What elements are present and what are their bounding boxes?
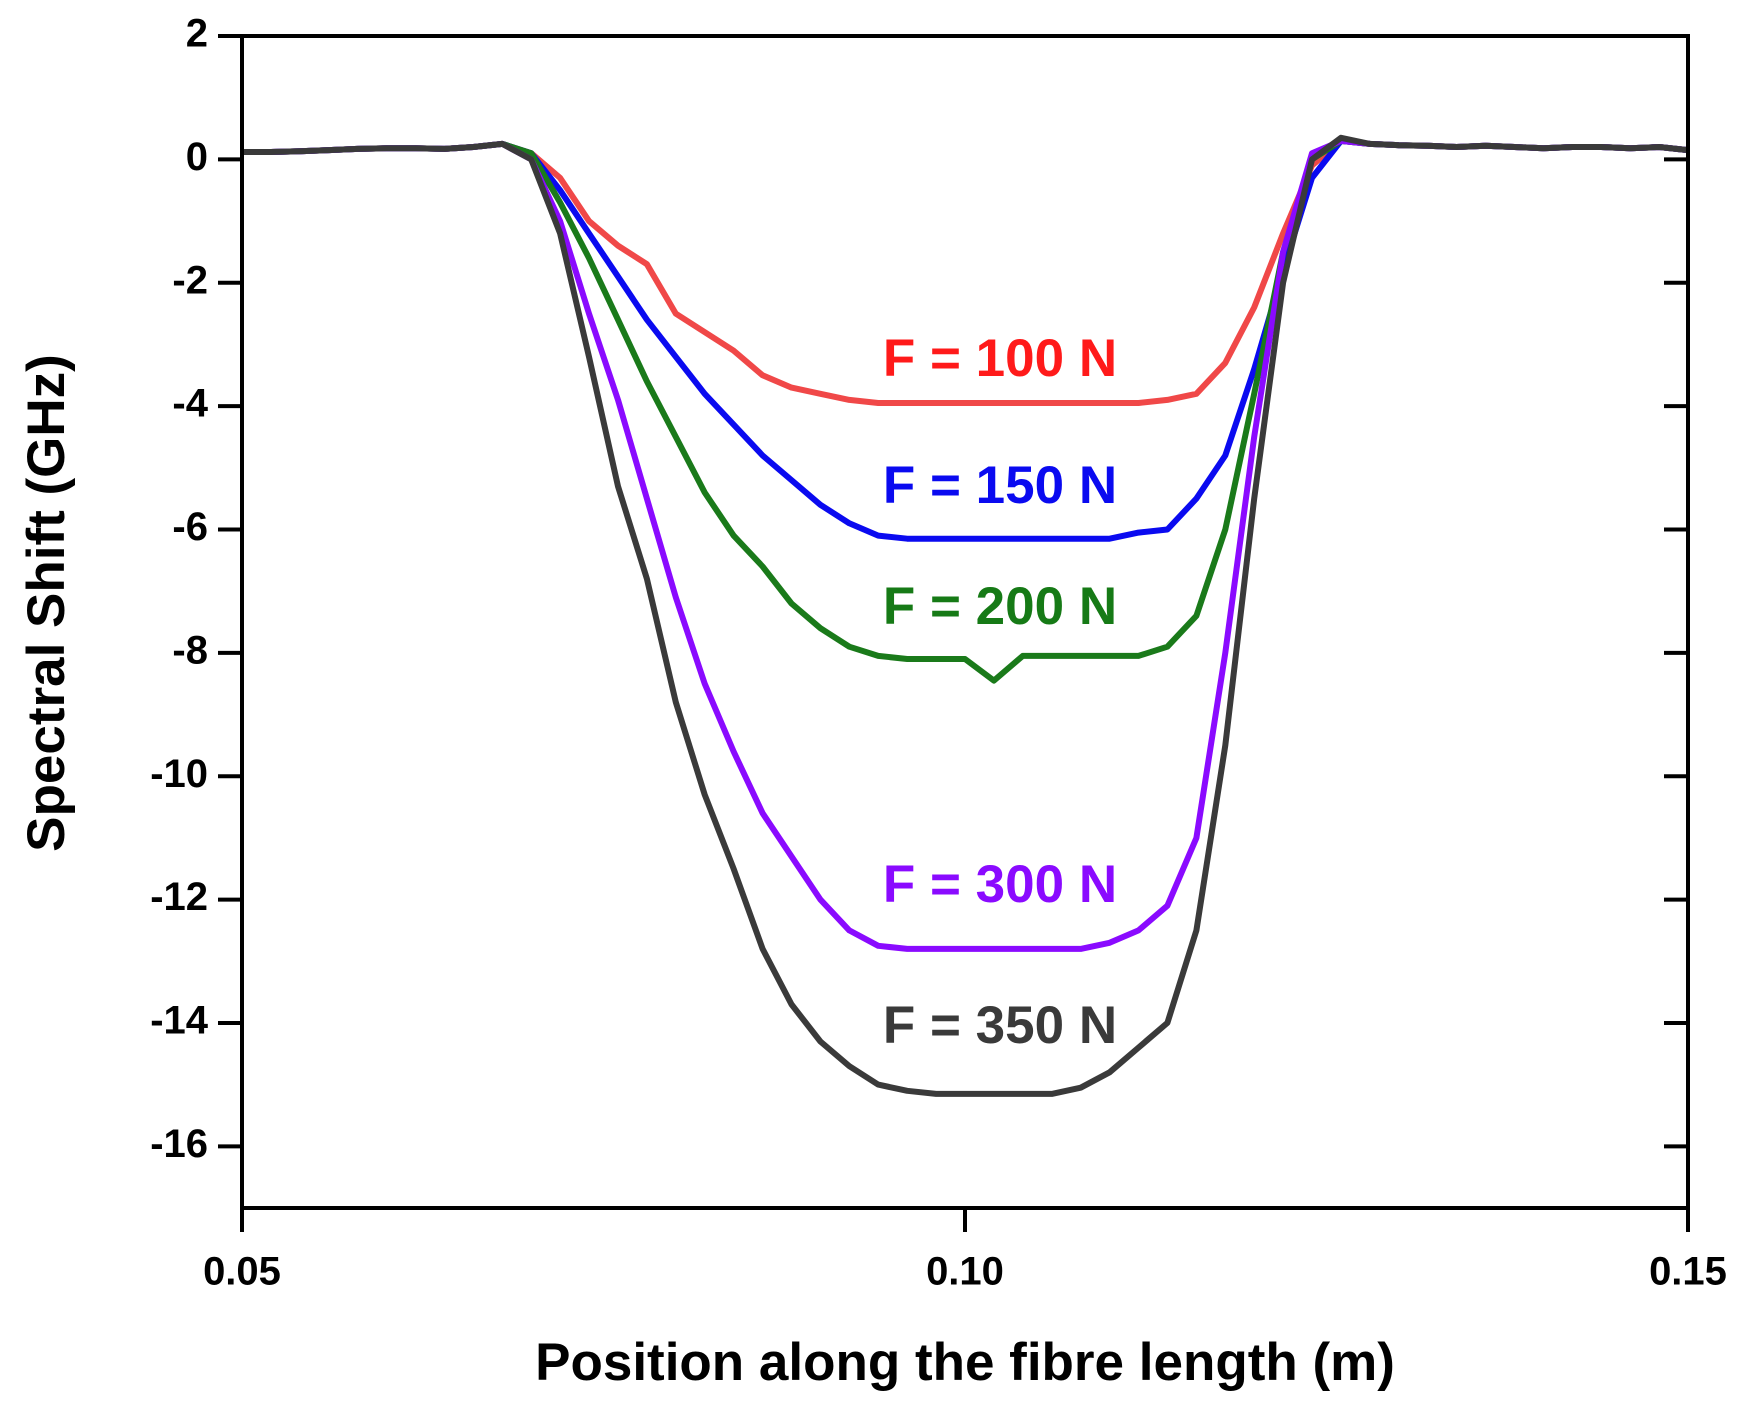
y-tick-label: 2 bbox=[186, 12, 208, 56]
y-tick-label: -2 bbox=[172, 258, 208, 302]
series-label: F = 350 N bbox=[883, 996, 1117, 1055]
y-tick-label: -10 bbox=[150, 752, 208, 796]
y-tick-label: -14 bbox=[150, 999, 209, 1043]
series-label: F = 150 N bbox=[883, 456, 1117, 515]
series-label: F = 200 N bbox=[883, 577, 1117, 636]
y-axis-title: Spectral Shift (GHz) bbox=[17, 354, 76, 852]
y-tick-label: -4 bbox=[172, 382, 208, 426]
series-line bbox=[242, 134, 1689, 1097]
series-label: F = 100 N bbox=[883, 329, 1117, 388]
x-tick-label: 0.05 bbox=[203, 1250, 281, 1294]
x-axis-title: Position along the fibre length (m) bbox=[535, 1333, 1395, 1392]
x-tick-label: 0.15 bbox=[1649, 1250, 1727, 1294]
plot-frame bbox=[240, 34, 1690, 1210]
x-tick-label: 0.10 bbox=[926, 1250, 1004, 1294]
y-tick-label: -16 bbox=[150, 1122, 208, 1166]
series-label: F = 300 N bbox=[883, 855, 1117, 914]
series-line bbox=[242, 137, 1689, 952]
y-tick-label: 0 bbox=[186, 135, 208, 179]
y-tick-label: -12 bbox=[150, 875, 208, 919]
y-tick-label: -6 bbox=[172, 505, 208, 549]
y-tick-label: -8 bbox=[172, 628, 208, 672]
